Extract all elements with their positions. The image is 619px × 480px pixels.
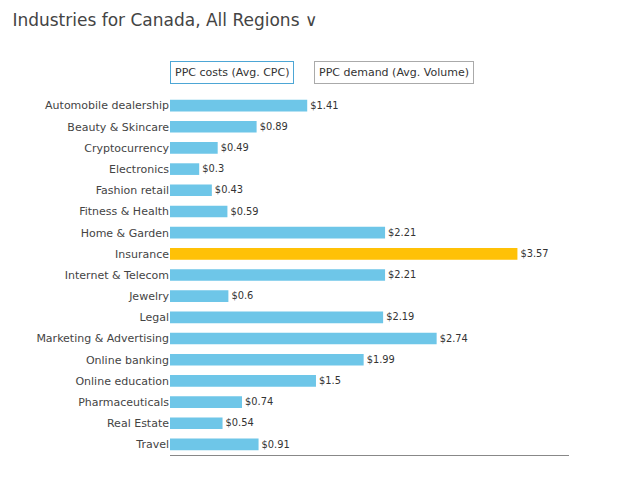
svg-text:Marketing & Advertising: Marketing & Advertising	[36, 332, 169, 345]
svg-text:Insurance: Insurance	[115, 248, 169, 261]
svg-text:Legal: Legal	[140, 311, 169, 324]
svg-text:$0.89: $0.89	[260, 121, 288, 132]
svg-text:$0.59: $0.59	[230, 206, 258, 217]
svg-text:$0.43: $0.43	[215, 184, 243, 195]
svg-text:Automobile dealership: Automobile dealership	[45, 99, 169, 112]
svg-text:$0.54: $0.54	[226, 417, 254, 428]
svg-text:$0.74: $0.74	[245, 396, 273, 407]
svg-text:Electronics: Electronics	[109, 163, 169, 176]
svg-text:$0.6: $0.6	[231, 290, 253, 301]
svg-text:$1.99: $1.99	[367, 354, 395, 365]
svg-text:$0.91: $0.91	[262, 439, 290, 450]
svg-text:Industries for Canada, All Reg: Industries for Canada, All Regions ∨	[12, 10, 317, 30]
svg-text:$0.49: $0.49	[221, 142, 249, 153]
svg-text:Beauty & Skincare: Beauty & Skincare	[67, 121, 169, 134]
svg-text:$1.5: $1.5	[319, 375, 341, 386]
svg-text:$2.19: $2.19	[386, 311, 414, 322]
svg-text:$2.21: $2.21	[388, 227, 416, 238]
svg-text:Internet & Telecom: Internet & Telecom	[65, 269, 169, 282]
svg-text:$2.74: $2.74	[440, 333, 468, 344]
svg-text:Fitness & Health: Fitness & Health	[79, 205, 169, 218]
svg-text:Travel: Travel	[135, 438, 169, 451]
svg-text:Real Estate: Real Estate	[107, 417, 169, 430]
svg-text:Jewelry: Jewelry	[128, 290, 169, 303]
svg-text:Cryptocurrency: Cryptocurrency	[84, 142, 169, 155]
svg-text:Online banking: Online banking	[86, 354, 169, 367]
svg-text:Fashion retail: Fashion retail	[96, 184, 169, 197]
svg-text:$3.57: $3.57	[520, 248, 548, 259]
svg-text:Pharmaceuticals: Pharmaceuticals	[78, 396, 169, 409]
svg-text:$0.3: $0.3	[202, 163, 224, 174]
svg-text:$2.21: $2.21	[388, 269, 416, 280]
svg-text:PPC costs (Avg. CPC): PPC costs (Avg. CPC)	[175, 66, 289, 79]
svg-text:Home & Garden: Home & Garden	[81, 227, 169, 240]
svg-text:Online education: Online education	[75, 375, 169, 388]
svg-text:PPC demand (Avg. Volume): PPC demand (Avg. Volume)	[319, 66, 469, 79]
svg-text:$1.41: $1.41	[310, 100, 338, 111]
